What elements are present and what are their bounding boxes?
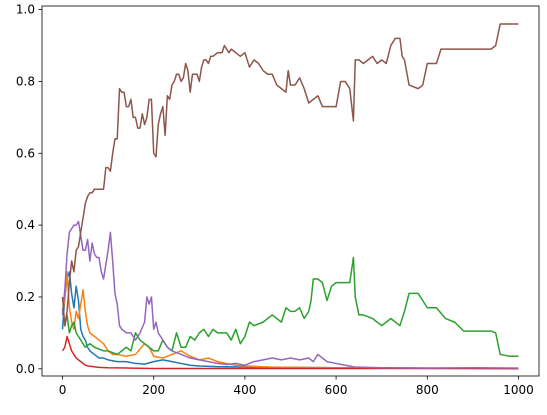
series-line-4 [61, 335, 519, 370]
y-tick-label: 0.4 [16, 218, 35, 232]
series-line-3 [61, 256, 519, 357]
x-tick-label: 0 [59, 383, 67, 397]
series-line-1 [61, 271, 519, 370]
x-tick-label: 600 [325, 383, 348, 397]
plot-frame [41, 5, 540, 377]
series-line-6 [61, 23, 519, 327]
y-axis-ticks: 0.0 0.2 0.4 0.6 0.8 1.0 [16, 3, 42, 376]
series-layer [61, 23, 519, 370]
x-tick-label: 800 [416, 383, 439, 397]
series-line-2 [61, 271, 519, 370]
y-tick-label: 0.0 [16, 362, 35, 376]
y-tick-label: 0.6 [16, 146, 35, 160]
x-tick-label: 400 [233, 383, 256, 397]
x-axis-ticks: 0 200 400 600 800 1000 [59, 376, 534, 397]
y-tick-label: 1.0 [16, 3, 35, 17]
axes-layer [41, 5, 540, 377]
x-tick-label: 1000 [503, 383, 534, 397]
x-tick-label: 200 [142, 383, 165, 397]
series-line-5 [61, 220, 519, 369]
y-tick-label: 0.8 [16, 74, 35, 88]
y-tick-label: 0.2 [16, 290, 35, 304]
